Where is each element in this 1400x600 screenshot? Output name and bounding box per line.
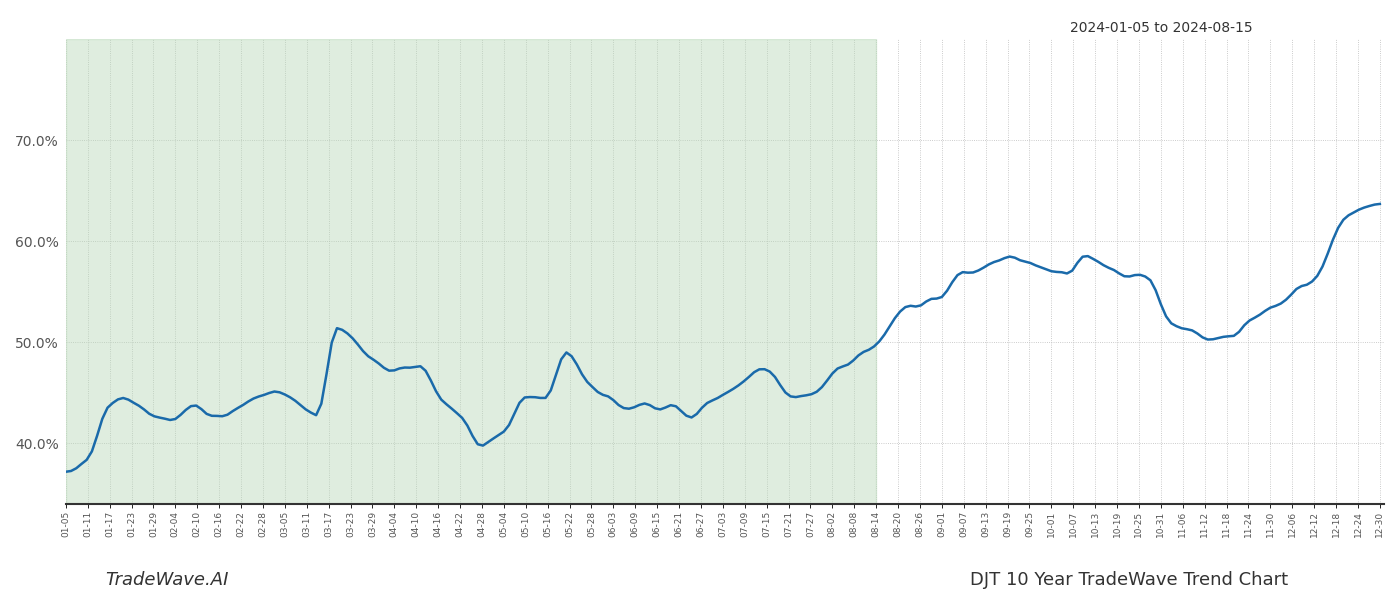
Text: DJT 10 Year TradeWave Trend Chart: DJT 10 Year TradeWave Trend Chart [970, 571, 1288, 589]
Text: TradeWave.AI: TradeWave.AI [105, 571, 228, 589]
Bar [66, 39, 876, 504]
Text: 2024-01-05 to 2024-08-15: 2024-01-05 to 2024-08-15 [1071, 21, 1253, 35]
